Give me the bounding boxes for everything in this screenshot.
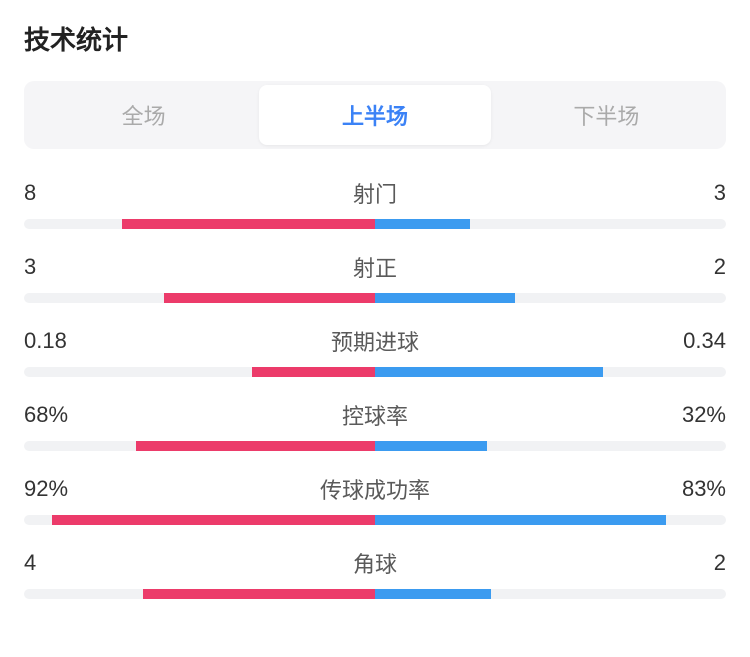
stat-header: 92%传球成功率83% (24, 473, 726, 505)
stat-right-value: 0.34 (666, 328, 726, 354)
stat-label: 传球成功率 (84, 473, 666, 505)
stat-bar-right (375, 589, 491, 599)
stat-header: 3射正2 (24, 251, 726, 283)
stat-bar-right (375, 219, 470, 229)
stat-row: 3射正2 (24, 251, 726, 303)
stat-right-value: 3 (666, 180, 726, 206)
stat-bar (24, 515, 726, 525)
stat-row: 0.18预期进球0.34 (24, 325, 726, 377)
stat-header: 4角球2 (24, 547, 726, 579)
stat-label: 射门 (84, 177, 666, 209)
stat-bar (24, 441, 726, 451)
stat-right-value: 83% (666, 476, 726, 502)
stat-bar-left (164, 293, 375, 303)
stat-bar-right (375, 367, 603, 377)
stats-panel: 技术统计 全场上半场下半场 8射门33射正20.18预期进球0.3468%控球率… (0, 0, 750, 641)
stat-header: 0.18预期进球0.34 (24, 325, 726, 357)
stats-list: 8射门33射正20.18预期进球0.3468%控球率32%92%传球成功率83%… (24, 177, 726, 599)
stat-header: 68%控球率32% (24, 399, 726, 431)
stat-bar-left (143, 589, 375, 599)
stat-row: 4角球2 (24, 547, 726, 599)
stat-right-value: 2 (666, 254, 726, 280)
tab-2[interactable]: 下半场 (491, 85, 722, 145)
stat-left-value: 68% (24, 402, 84, 428)
stat-label: 射正 (84, 251, 666, 283)
stat-row: 92%传球成功率83% (24, 473, 726, 525)
stat-bar-left (252, 367, 375, 377)
stat-bar-left (136, 441, 375, 451)
stat-right-value: 2 (666, 550, 726, 576)
stat-bar-left (122, 219, 375, 229)
stat-left-value: 92% (24, 476, 84, 502)
stat-bar (24, 293, 726, 303)
stat-right-value: 32% (666, 402, 726, 428)
stat-left-value: 0.18 (24, 328, 84, 354)
stat-bar-right (375, 515, 666, 525)
stat-bar-right (375, 441, 487, 451)
stat-row: 68%控球率32% (24, 399, 726, 451)
stat-label: 角球 (84, 547, 666, 579)
stat-left-value: 8 (24, 180, 84, 206)
stat-header: 8射门3 (24, 177, 726, 209)
stat-label: 预期进球 (84, 325, 666, 357)
stat-bar (24, 367, 726, 377)
stat-left-value: 4 (24, 550, 84, 576)
stat-bar-right (375, 293, 515, 303)
stat-bar (24, 219, 726, 229)
period-tabs: 全场上半场下半场 (24, 81, 726, 149)
stat-label: 控球率 (84, 399, 666, 431)
stat-bar-left (52, 515, 375, 525)
stat-left-value: 3 (24, 254, 84, 280)
tab-0[interactable]: 全场 (28, 85, 259, 145)
stat-bar (24, 589, 726, 599)
tab-1[interactable]: 上半场 (259, 85, 490, 145)
stat-row: 8射门3 (24, 177, 726, 229)
panel-title: 技术统计 (24, 20, 726, 57)
